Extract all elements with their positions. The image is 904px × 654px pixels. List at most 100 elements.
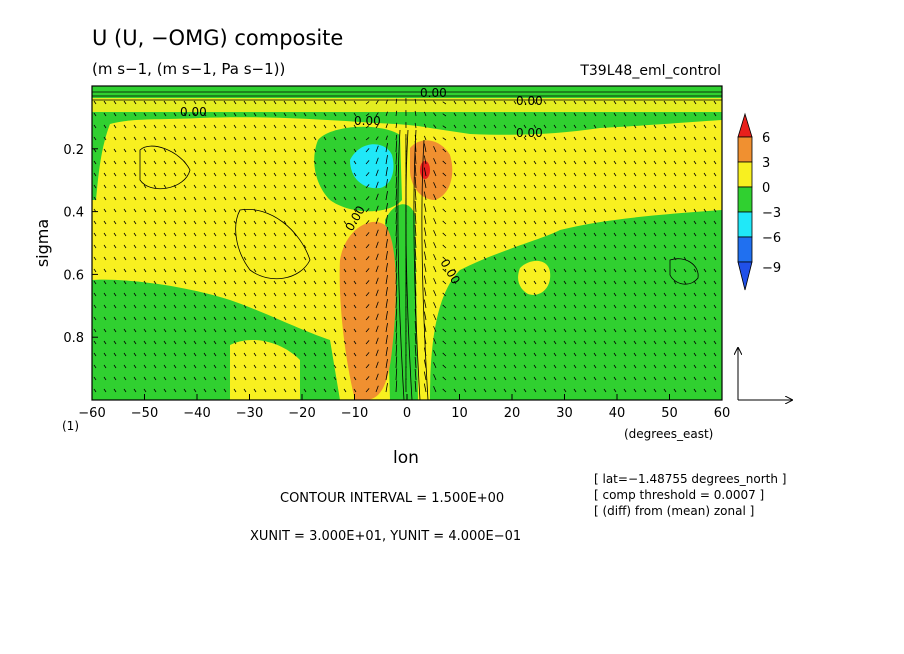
vector-arrow <box>183 220 187 225</box>
vector-arrow <box>273 112 277 117</box>
vector-arrow <box>163 340 167 345</box>
vector-arrow <box>163 352 167 357</box>
vector-arrow <box>263 328 267 333</box>
vector-arrow <box>442 340 447 345</box>
vector-arrow <box>203 292 207 297</box>
vector-arrow <box>263 316 267 321</box>
vector-arrow <box>593 304 597 309</box>
vector-arrow <box>414 368 417 381</box>
vector-arrow <box>453 364 457 369</box>
vector-arrow <box>223 160 227 165</box>
x-tick-label: −50 <box>131 406 158 421</box>
vector-arrow <box>395 356 398 369</box>
vector-arrow <box>473 100 477 105</box>
vector-arrow <box>213 340 217 345</box>
vector-arrow <box>163 316 167 321</box>
vector-arrow <box>513 388 517 393</box>
vector-arrow <box>613 304 617 309</box>
vector-arrow <box>653 364 657 369</box>
vector-arrow <box>293 220 297 225</box>
vector-arrow <box>375 100 379 105</box>
vector-arrow <box>613 352 617 357</box>
vector-arrow <box>303 340 307 345</box>
vector-arrow <box>133 352 137 357</box>
vector-arrow <box>283 280 287 285</box>
vector-arrow <box>683 280 687 285</box>
vector-arrow <box>633 328 637 333</box>
vector-arrow <box>113 232 117 237</box>
vector-arrow <box>223 268 227 273</box>
vector-arrow <box>583 124 587 129</box>
vector-arrow <box>673 316 677 321</box>
vector-arrow <box>543 232 547 237</box>
vector-arrow <box>353 100 357 105</box>
vector-arrow <box>123 160 127 165</box>
vector-arrow <box>293 124 297 129</box>
vector-arrow <box>323 316 327 321</box>
vector-arrow <box>385 286 388 297</box>
vector-arrow <box>213 304 217 309</box>
vector-arrow <box>533 172 537 177</box>
vector-arrow <box>153 340 157 345</box>
vector-arrow <box>153 232 157 237</box>
vector-arrow <box>133 184 137 189</box>
vector-arrow <box>365 340 370 345</box>
vector-arrow <box>553 304 557 309</box>
vector-arrow <box>153 304 157 309</box>
vector-arrow <box>375 157 379 165</box>
y-tick-label: 0.6 <box>63 268 84 283</box>
vector-arrow <box>103 124 107 129</box>
vector-arrow <box>193 280 197 285</box>
vector-arrow <box>573 352 577 357</box>
vector-arrow <box>433 170 437 177</box>
vector-arrow <box>523 328 527 333</box>
vector-arrow <box>353 184 357 189</box>
vector-arrow <box>243 196 247 201</box>
vector-arrow <box>453 328 457 333</box>
vector-arrow <box>653 256 657 261</box>
vector-arrow <box>703 364 707 369</box>
vector-arrow <box>213 124 217 129</box>
vector-arrow <box>713 256 717 261</box>
vector-arrow <box>193 148 197 153</box>
vector-arrow <box>365 328 370 333</box>
vector-arrow <box>453 280 457 285</box>
vector-arrow <box>243 172 247 177</box>
vector-arrow <box>563 244 567 249</box>
vector-arrow <box>563 160 567 165</box>
vector-arrow <box>463 316 467 321</box>
vector-arrow <box>103 328 107 333</box>
vector-arrow <box>623 292 627 297</box>
vector-arrow <box>213 100 217 105</box>
vector-arrow <box>473 148 477 153</box>
vector-arrow <box>693 160 697 165</box>
vector-arrow <box>233 208 237 213</box>
vector-arrow <box>433 218 437 225</box>
vector-arrow <box>613 340 617 345</box>
vector-arrow <box>375 301 379 309</box>
vector-arrow <box>673 148 677 153</box>
vector-arrow <box>563 388 567 393</box>
vector-arrow <box>703 208 707 213</box>
vector-arrow <box>543 160 547 165</box>
vector-arrow <box>283 232 287 237</box>
vector-arrow <box>283 172 287 177</box>
vector-arrow <box>703 232 707 237</box>
vector-arrow <box>613 328 617 333</box>
vector-arrow <box>713 328 717 333</box>
vector-arrow <box>503 172 507 177</box>
vector-arrow <box>414 224 417 237</box>
vector-arrow <box>365 352 370 357</box>
note-diff: [ (diff) from (mean) zonal ] <box>594 504 754 518</box>
vector-arrow <box>513 100 517 105</box>
vector-arrow <box>113 148 117 153</box>
vector-arrow <box>213 268 217 273</box>
vector-arrow <box>653 352 657 357</box>
vector-arrow <box>213 328 217 333</box>
vector-arrow <box>133 340 137 345</box>
vector-arrow <box>293 172 297 177</box>
vector-arrow <box>375 205 379 213</box>
vector-arrow <box>365 316 370 321</box>
vector-arrow <box>463 328 467 333</box>
vector-arrow <box>253 136 257 141</box>
